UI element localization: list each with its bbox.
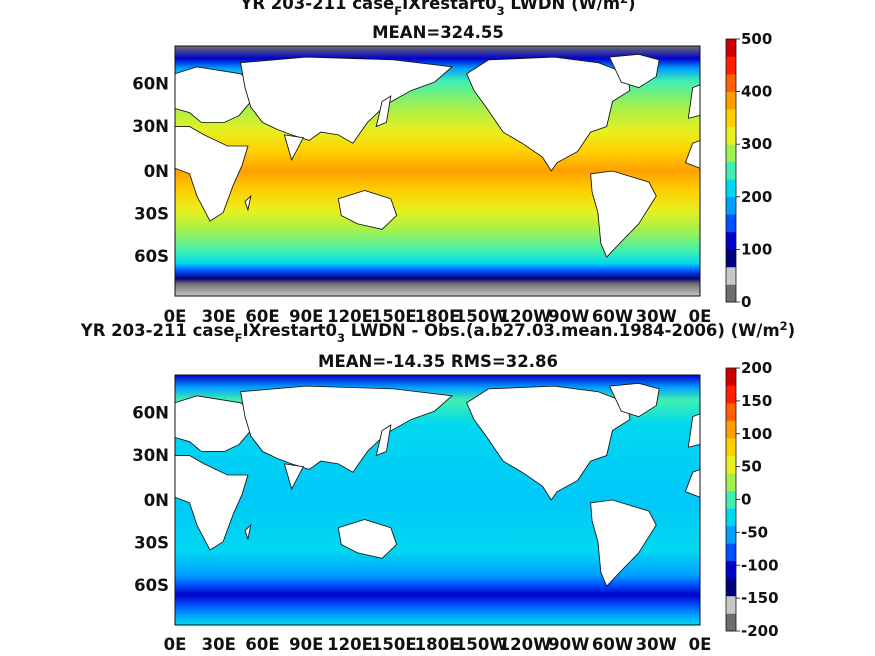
bottom-map-frame (174, 374, 701, 626)
bottom-colorbar-segment (726, 613, 736, 632)
bottom-colorbar-segment (726, 385, 736, 404)
top-colorbar-segment (726, 249, 736, 268)
top-map (174, 45, 701, 297)
bottom-colorbar-segment (726, 578, 736, 597)
bottom-map (174, 374, 701, 626)
bottom-colorbar-tick-label: -150 (741, 589, 779, 607)
top-panel: YR 203-211 caseFIXrestart03 LWDN (W/m2) … (132, 0, 772, 326)
top-colorbar-tick-label: 200 (741, 188, 772, 206)
bottom-colorbar-tick-label: 0 (741, 491, 751, 509)
top-lon-tick-label: 150E (371, 307, 417, 326)
bottom-lon-tick-label: 0E (689, 635, 712, 654)
bottom-lat-ticks: 60N 30N 0N 30S 60S (132, 404, 169, 596)
bottom-subtitle: MEAN=-14.35 RMS=32.86 (318, 352, 558, 371)
bottom-colorbar-tick-label: 200 (741, 359, 772, 377)
bottom-panel: YR 203-211 caseFIXrestart03 LWDN - Obs.(… (80, 319, 795, 654)
top-colorbar-segment (726, 56, 736, 75)
bottom-lon-tick-label: 30E (202, 635, 236, 654)
top-colorbar-tick-label: 300 (741, 135, 772, 153)
bottom-lon-tick-label: 150E (371, 635, 417, 654)
top-map-frame (174, 45, 701, 297)
bottom-lon-tick-label: 120W (499, 635, 552, 654)
top-lat-tick-label: 30S (134, 205, 169, 224)
bottom-colorbar-segment (726, 525, 736, 544)
top-colorbar-segment (726, 74, 736, 92)
bottom-lon-tick-label: 90W (548, 635, 589, 654)
top-colorbar-segment (726, 39, 736, 57)
bottom-colorbar-tick-label: 150 (741, 392, 772, 410)
bottom-colorbar-segment (726, 560, 736, 579)
top-lat-tick-label: 60S (134, 247, 169, 266)
bottom-lon-tick-label: 120E (327, 635, 373, 654)
bottom-lat-tick-label: 30S (134, 534, 169, 553)
bottom-lon-tick-label: 30W (636, 635, 677, 654)
bottom-colorbar: 200 150 100 50 0 -50 -100 -150 -200 (725, 359, 779, 640)
bottom-lon-tick-label: 60W (592, 635, 633, 654)
top-subtitle: MEAN=324.55 (372, 23, 504, 42)
bottom-colorbar-segment (726, 455, 736, 474)
top-colorbar-segment (726, 91, 736, 110)
top-colorbar-tick-label: 400 (741, 83, 772, 101)
bottom-lat-tick-label: 0N (144, 491, 169, 510)
bottom-colorbar-tick-label: -100 (741, 556, 779, 574)
top-colorbar-segment (726, 196, 736, 215)
top-colorbar-segment (726, 126, 736, 145)
top-colorbar-tick-label: 500 (741, 30, 772, 48)
top-colorbar-segment (726, 214, 736, 233)
bottom-colorbar-tick-label: 100 (741, 425, 772, 443)
top-title: YR 203-211 caseFIXrestart03 LWDN (W/m2) (239, 0, 635, 18)
top-lat-ticks: 60N 30N 0N 30S 60S (132, 75, 169, 267)
top-lon-tick-label: 0E (689, 307, 712, 326)
bottom-colorbar-segment (726, 403, 736, 421)
top-lat-tick-label: 0N (144, 162, 169, 181)
top-lon-tick-label: 90W (548, 307, 589, 326)
bottom-colorbar-segment (726, 490, 736, 509)
top-lon-tick-label: 180E (415, 307, 461, 326)
top-lon-tick-label: 0E (164, 307, 187, 326)
top-colorbar-segment (726, 161, 736, 180)
top-lon-tick-label: 120E (327, 307, 373, 326)
top-colorbar-frame (725, 38, 737, 303)
bottom-colorbar-segment (726, 543, 736, 562)
top-colorbar-segment (726, 179, 736, 198)
bottom-lon-tick-label: 180E (415, 635, 461, 654)
top-colorbar-segment (726, 144, 736, 163)
bottom-colorbar-segment (726, 368, 736, 386)
bottom-colorbar-segment (726, 420, 736, 439)
top-colorbar-segment (726, 109, 736, 127)
bottom-title: YR 203-211 caseFIXrestart03 LWDN - Obs.(… (80, 319, 795, 345)
top-colorbar-segment (726, 266, 736, 285)
top-lon-tick-label: 30E (202, 307, 236, 326)
top-lat-tick-label: 30N (132, 117, 169, 136)
bottom-lat-tick-label: 30N (132, 446, 169, 465)
top-colorbar-tick-label: 0 (741, 293, 751, 311)
bottom-lon-tick-label: 60E (245, 635, 279, 654)
top-lon-tick-label: 60E (245, 307, 279, 326)
top-lon-tick-label: 120W (499, 307, 552, 326)
bottom-colorbar-tick-label: 50 (741, 458, 762, 476)
bottom-lat-tick-label: 60N (132, 404, 169, 423)
bottom-colorbar-segment (726, 508, 736, 527)
top-lon-tick-label: 150W (455, 307, 508, 326)
top-colorbar-tick-label: 100 (741, 240, 772, 258)
bottom-lon-tick-label: 0E (164, 635, 187, 654)
top-lat-tick-label: 60N (132, 75, 169, 94)
top-lon-tick-label: 30W (636, 307, 677, 326)
top-lon-tick-label: 60W (592, 307, 633, 326)
top-lon-tick-label: 90E (289, 307, 323, 326)
top-colorbar-segment (726, 231, 736, 250)
top-colorbar: 500 400 300 200 100 0 (725, 30, 772, 311)
bottom-colorbar-segment (726, 595, 736, 614)
bottom-colorbar-segment (726, 438, 736, 456)
bottom-colorbar-segment (726, 473, 736, 492)
top-colorbar-segment (726, 284, 736, 303)
bottom-colorbar-tick-label: -200 (741, 622, 779, 640)
bottom-lon-tick-label: 90E (289, 635, 323, 654)
bottom-colorbar-tick-label: -50 (741, 523, 768, 541)
bottom-lon-tick-label: 150W (455, 635, 508, 654)
bottom-lat-tick-label: 60S (134, 576, 169, 595)
